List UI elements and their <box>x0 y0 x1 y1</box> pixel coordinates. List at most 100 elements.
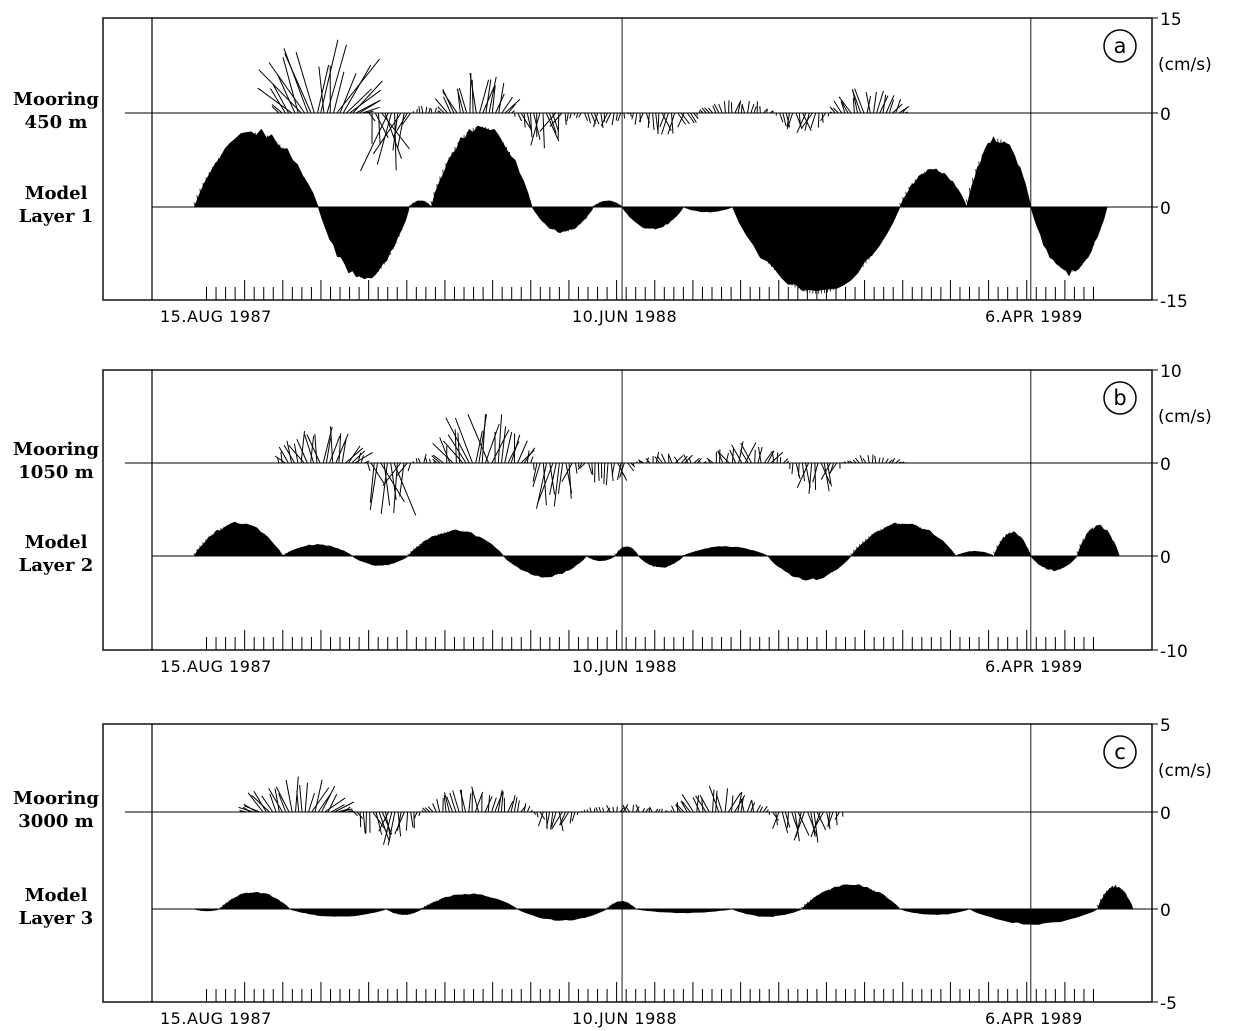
mooring-stick <box>511 110 516 114</box>
y-tick-label: -5 <box>1160 994 1177 1014</box>
mooring-stick <box>457 432 461 464</box>
mooring-stick <box>421 105 424 114</box>
mooring-stick <box>827 112 830 117</box>
model-stick <box>217 158 221 208</box>
model-stick <box>328 546 331 557</box>
model-stick <box>961 552 964 557</box>
model-stick <box>445 897 448 910</box>
model-stick <box>510 555 514 563</box>
mooring-stick <box>422 807 427 813</box>
series-mooring <box>238 776 844 846</box>
mooring-stick <box>375 811 383 835</box>
model-stick <box>232 523 235 557</box>
mooring-stick <box>482 84 496 114</box>
model-stick <box>877 530 880 557</box>
model-stick <box>1080 206 1083 266</box>
panel-b <box>102 369 1158 651</box>
model-stick <box>873 890 876 910</box>
mooring-stick <box>661 112 669 135</box>
mooring-stick <box>341 438 347 464</box>
y-tick-label: -15 <box>1160 292 1188 312</box>
model-stick <box>1065 206 1068 272</box>
mooring-stick <box>306 434 321 464</box>
mooring-stick <box>744 442 757 464</box>
model-stick <box>656 206 659 229</box>
mooring-stick <box>813 811 824 830</box>
model-stick <box>253 527 256 557</box>
mooring-stick <box>762 806 768 813</box>
mooring-stick <box>442 88 455 114</box>
model-stick <box>385 555 388 565</box>
mooring-stick <box>338 433 342 464</box>
model-stick <box>601 201 604 208</box>
model-stick <box>533 908 536 916</box>
model-stick <box>371 555 374 565</box>
model-stick <box>601 555 604 561</box>
model-stick <box>736 206 740 218</box>
model-stick <box>487 128 490 208</box>
mooring-stick <box>526 805 531 813</box>
model-stick <box>560 908 563 921</box>
x-date-label: 6.APR 1989 <box>985 657 1083 676</box>
model-stick <box>431 536 434 557</box>
model-stick <box>496 135 499 208</box>
mooring-stick <box>432 454 444 464</box>
mooring-stick <box>454 417 473 464</box>
model-stick <box>688 552 692 557</box>
model-stick <box>667 908 670 913</box>
mooring-stick <box>311 787 330 813</box>
model-stick <box>374 206 376 275</box>
model-stick <box>1035 555 1038 562</box>
mooring-stick <box>430 108 433 114</box>
mooring-stick <box>619 807 625 813</box>
model-stick <box>1041 555 1044 566</box>
mooring-stick <box>417 458 421 464</box>
model-stick <box>705 206 708 213</box>
mooring-stick <box>342 64 372 114</box>
model-stick <box>844 206 846 284</box>
x-date-label: 10.JUN 1988 <box>572 657 677 676</box>
mooring-stick <box>557 462 564 494</box>
model-stick <box>364 206 367 279</box>
model-stick <box>1033 908 1035 924</box>
mooring-stick <box>681 455 688 464</box>
model-stick <box>649 908 652 912</box>
model-stick <box>205 539 208 557</box>
model-stick <box>664 908 667 913</box>
x-date-label: 15.AUG 1987 <box>160 1009 272 1028</box>
model-stick <box>407 553 410 557</box>
model-stick <box>308 908 312 914</box>
mooring-stick <box>357 452 362 464</box>
model-stick <box>772 908 775 917</box>
model-stick <box>615 902 618 910</box>
mooring-stick <box>810 811 816 837</box>
mooring-stick <box>852 459 857 464</box>
model-stick <box>554 908 557 920</box>
mooring-stick <box>526 450 530 464</box>
model-stick <box>982 908 986 915</box>
model-stick <box>448 896 451 910</box>
mooring-stick <box>346 88 372 114</box>
model-stick <box>604 555 607 561</box>
mooring-stick <box>576 811 579 816</box>
model-stick <box>1077 206 1080 269</box>
mooring-stick <box>683 454 689 464</box>
model-stick <box>219 906 222 910</box>
model-stick <box>706 908 708 912</box>
model-stick <box>805 206 808 293</box>
model-stick <box>504 555 508 559</box>
model-stick <box>519 555 522 569</box>
mooring-stick <box>507 441 520 464</box>
series-mooring <box>274 413 907 516</box>
model-stick <box>786 555 790 573</box>
mooring-stick <box>288 444 305 464</box>
mooring-stick <box>407 462 412 472</box>
mooring-stick <box>862 458 867 464</box>
mooring-stick <box>770 451 784 464</box>
mooring-stick <box>854 88 865 114</box>
model-stick <box>534 555 537 576</box>
mooring-stick <box>718 104 723 114</box>
model-stick <box>518 908 521 911</box>
mooring-stick <box>520 112 531 129</box>
model-stick <box>620 547 623 557</box>
